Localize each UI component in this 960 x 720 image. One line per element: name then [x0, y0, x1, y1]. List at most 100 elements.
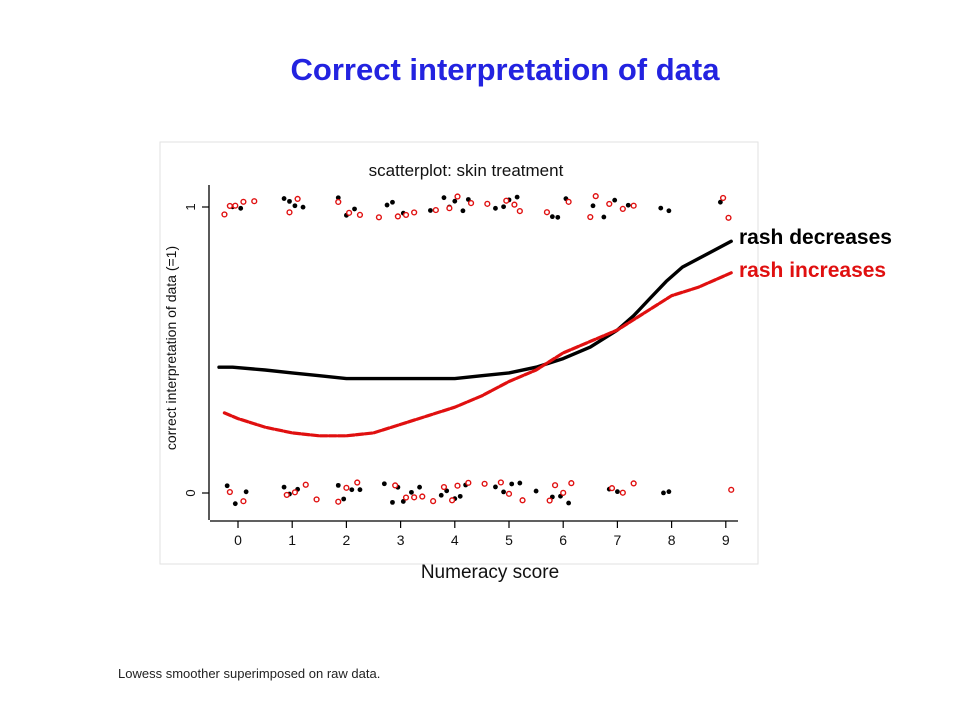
- point-rash-decreases: [287, 198, 292, 204]
- point-rash-increases: [375, 214, 383, 221]
- point-rash-decreases: [381, 481, 387, 487]
- point-rash-increases: [251, 198, 258, 205]
- point-rash-increases: [543, 209, 551, 216]
- x-tick-label: 6: [559, 532, 567, 548]
- point-rash-decreases: [292, 203, 298, 209]
- point-rash-decreases: [281, 484, 287, 490]
- point-rash-increases: [286, 209, 293, 216]
- point-rash-decreases: [612, 197, 618, 203]
- point-rash-increases: [419, 493, 426, 500]
- point-rash-increases: [411, 494, 418, 501]
- point-rash-increases: [467, 200, 475, 207]
- y-tick-label: 0: [183, 489, 198, 496]
- point-rash-increases: [402, 211, 410, 219]
- point-rash-decreases: [555, 214, 561, 220]
- point-rash-increases: [291, 489, 299, 496]
- point-rash-decreases: [658, 205, 664, 211]
- point-rash-decreases: [601, 214, 607, 220]
- legend-rash-increases: rash increases: [739, 259, 886, 282]
- point-rash-increases: [465, 479, 472, 486]
- point-rash-decreases: [509, 481, 515, 487]
- x-tick-label: 9: [722, 532, 730, 548]
- point-rash-increases: [446, 205, 453, 212]
- point-rash-increases: [630, 480, 637, 487]
- point-rash-decreases: [625, 202, 631, 208]
- smoother-rash-increases: [222, 271, 733, 438]
- point-rash-decreases: [390, 499, 395, 505]
- point-rash-increases: [448, 497, 456, 504]
- point-rash-increases: [343, 484, 350, 491]
- x-tick-label: 7: [614, 532, 622, 548]
- point-rash-increases: [454, 193, 461, 200]
- x-tick-label: 8: [668, 532, 676, 548]
- point-rash-decreases: [238, 205, 244, 211]
- point-rash-increases: [432, 206, 439, 214]
- point-rash-decreases: [549, 214, 555, 220]
- x-tick-label: 0: [234, 532, 242, 548]
- point-rash-decreases: [281, 196, 287, 201]
- point-rash-decreases: [501, 204, 506, 210]
- point-rash-increases: [728, 486, 735, 493]
- y-axis-label: correct interpretation of data (=1): [163, 246, 179, 450]
- point-rash-decreases: [341, 496, 347, 502]
- chart-title: scatterplot: skin treatment: [369, 161, 564, 180]
- point-rash-decreases: [438, 492, 444, 498]
- point-rash-decreases: [501, 489, 506, 495]
- point-rash-increases: [440, 483, 448, 491]
- point-rash-decreases: [409, 489, 414, 495]
- point-rash-decreases: [384, 202, 390, 208]
- point-rash-increases: [484, 200, 491, 207]
- point-rash-increases: [630, 202, 637, 209]
- point-rash-decreases: [493, 205, 498, 211]
- point-rash-increases: [516, 207, 523, 215]
- point-rash-decreases: [566, 500, 572, 506]
- x-tick-label: 5: [505, 532, 513, 548]
- x-tick-label: 4: [451, 532, 459, 548]
- point-rash-decreases: [514, 194, 520, 200]
- point-rash-increases: [294, 195, 301, 203]
- point-rash-increases: [226, 202, 233, 210]
- point-rash-decreases: [517, 480, 523, 486]
- point-rash-increases: [619, 205, 626, 212]
- point-rash-increases: [221, 211, 228, 218]
- point-rash-decreases: [460, 208, 466, 214]
- point-rash-increases: [411, 209, 418, 216]
- point-rash-increases: [302, 481, 309, 488]
- point-rash-decreases: [666, 208, 672, 214]
- x-tick-label: 2: [343, 532, 351, 548]
- point-rash-decreases: [452, 198, 458, 204]
- point-rash-decreases: [457, 493, 463, 499]
- point-rash-increases: [587, 213, 594, 221]
- slide-title: Correct interpretation of data: [290, 52, 720, 87]
- x-axis-label: Numeracy score: [421, 562, 559, 583]
- x-tick-label: 1: [288, 532, 296, 548]
- point-rash-increases: [606, 200, 613, 208]
- point-rash-decreases: [615, 489, 620, 495]
- point-rash-decreases: [232, 501, 238, 507]
- point-rash-increases: [519, 497, 526, 504]
- point-rash-decreases: [300, 204, 306, 210]
- point-rash-increases: [592, 193, 599, 200]
- point-rash-decreases: [390, 199, 395, 205]
- point-rash-increases: [568, 480, 575, 487]
- point-rash-decreases: [717, 199, 723, 205]
- point-rash-increases: [335, 198, 342, 206]
- legend-rash-decreases: rash decreases: [739, 226, 892, 249]
- point-rash-increases: [394, 213, 401, 220]
- point-rash-increases: [619, 489, 626, 496]
- point-rash-increases: [481, 480, 488, 487]
- point-rash-increases: [511, 201, 518, 208]
- point-rash-decreases: [666, 489, 672, 495]
- point-rash-increases: [346, 209, 353, 216]
- smoother-rash-decreases: [217, 239, 733, 381]
- point-rash-increases: [505, 490, 513, 497]
- point-rash-increases: [560, 489, 567, 496]
- point-rash-increases: [392, 482, 399, 489]
- point-rash-decreases: [349, 487, 355, 493]
- point-rash-increases: [503, 197, 510, 204]
- point-rash-increases: [356, 211, 364, 218]
- point-rash-increases: [240, 198, 247, 205]
- point-rash-increases: [565, 198, 572, 205]
- x-tick-label: 3: [397, 532, 405, 548]
